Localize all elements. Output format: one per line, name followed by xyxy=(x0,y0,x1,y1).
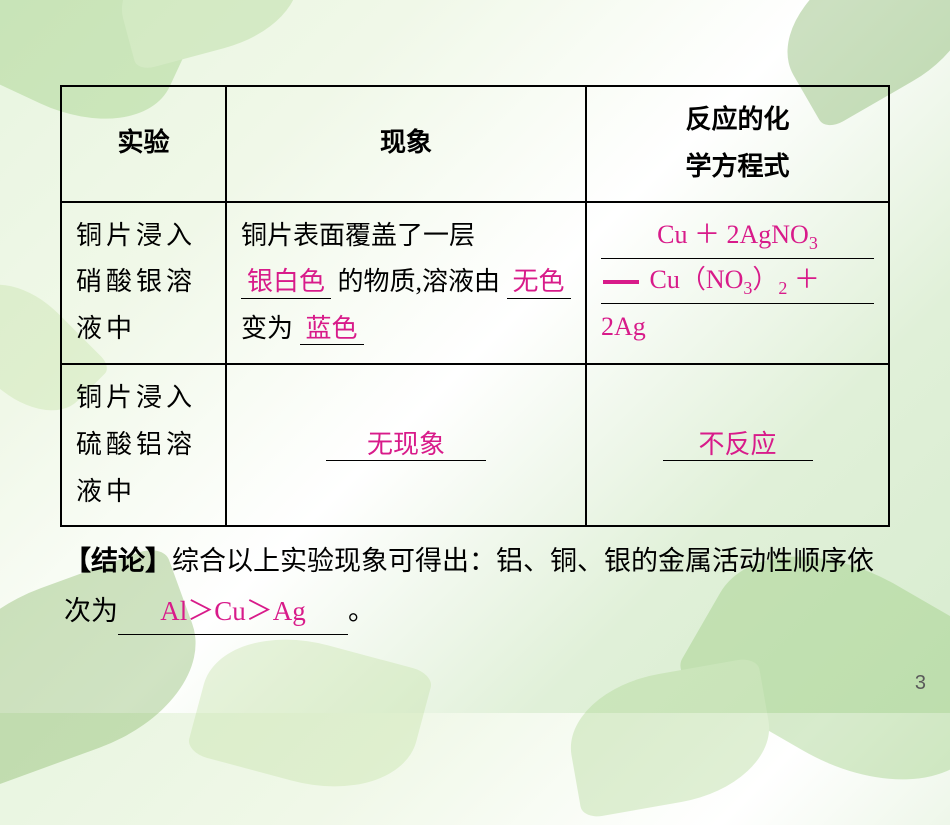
row2-equation: 不反应 xyxy=(586,364,889,526)
header-experiment: 实验 xyxy=(61,86,226,202)
slide-content: 实验 现象 反应的化 学方程式 铜片浸入硝酸银溶液中 铜片表面覆盖了一层 银白色… xyxy=(0,0,950,637)
conclusion-block: 【结论】综合以上实验现象可得出：铝、铜、银的金属活动性顺序依次为Al＞Cu＞Ag… xyxy=(60,527,890,637)
row1-observation: 铜片表面覆盖了一层 银白色 的物质,溶液由 无色 变为 蓝色 xyxy=(226,202,586,364)
fill-silver-white: 银白色 xyxy=(241,266,331,298)
fill-no-phenomenon: 无现象 xyxy=(326,429,486,461)
row1-experiment: 铜片浸入硝酸银溶液中 xyxy=(61,202,226,364)
row2-observation: 无现象 xyxy=(226,364,586,526)
header-equation: 反应的化 学方程式 xyxy=(586,86,889,202)
conclusion-label: 【结论】 xyxy=(64,546,172,576)
header-observation: 现象 xyxy=(226,86,586,202)
fill-blue: 蓝色 xyxy=(300,313,364,345)
row2-experiment: 铜片浸入硫酸铝溶液中 xyxy=(61,364,226,526)
fill-no-reaction: 不反应 xyxy=(663,429,813,461)
page-number: 3 xyxy=(915,672,926,695)
fill-colorless: 无色 xyxy=(507,266,571,298)
experiment-table: 实验 现象 反应的化 学方程式 铜片浸入硝酸银溶液中 铜片表面覆盖了一层 银白色… xyxy=(60,85,890,527)
reaction-arrow-icon xyxy=(603,280,639,284)
row1-equation: Cu ＋ 2AgNO3 Cu（NO3）2 ＋ 2Ag xyxy=(586,202,889,364)
fill-activity-order: Al＞Cu＞Ag xyxy=(118,590,348,634)
